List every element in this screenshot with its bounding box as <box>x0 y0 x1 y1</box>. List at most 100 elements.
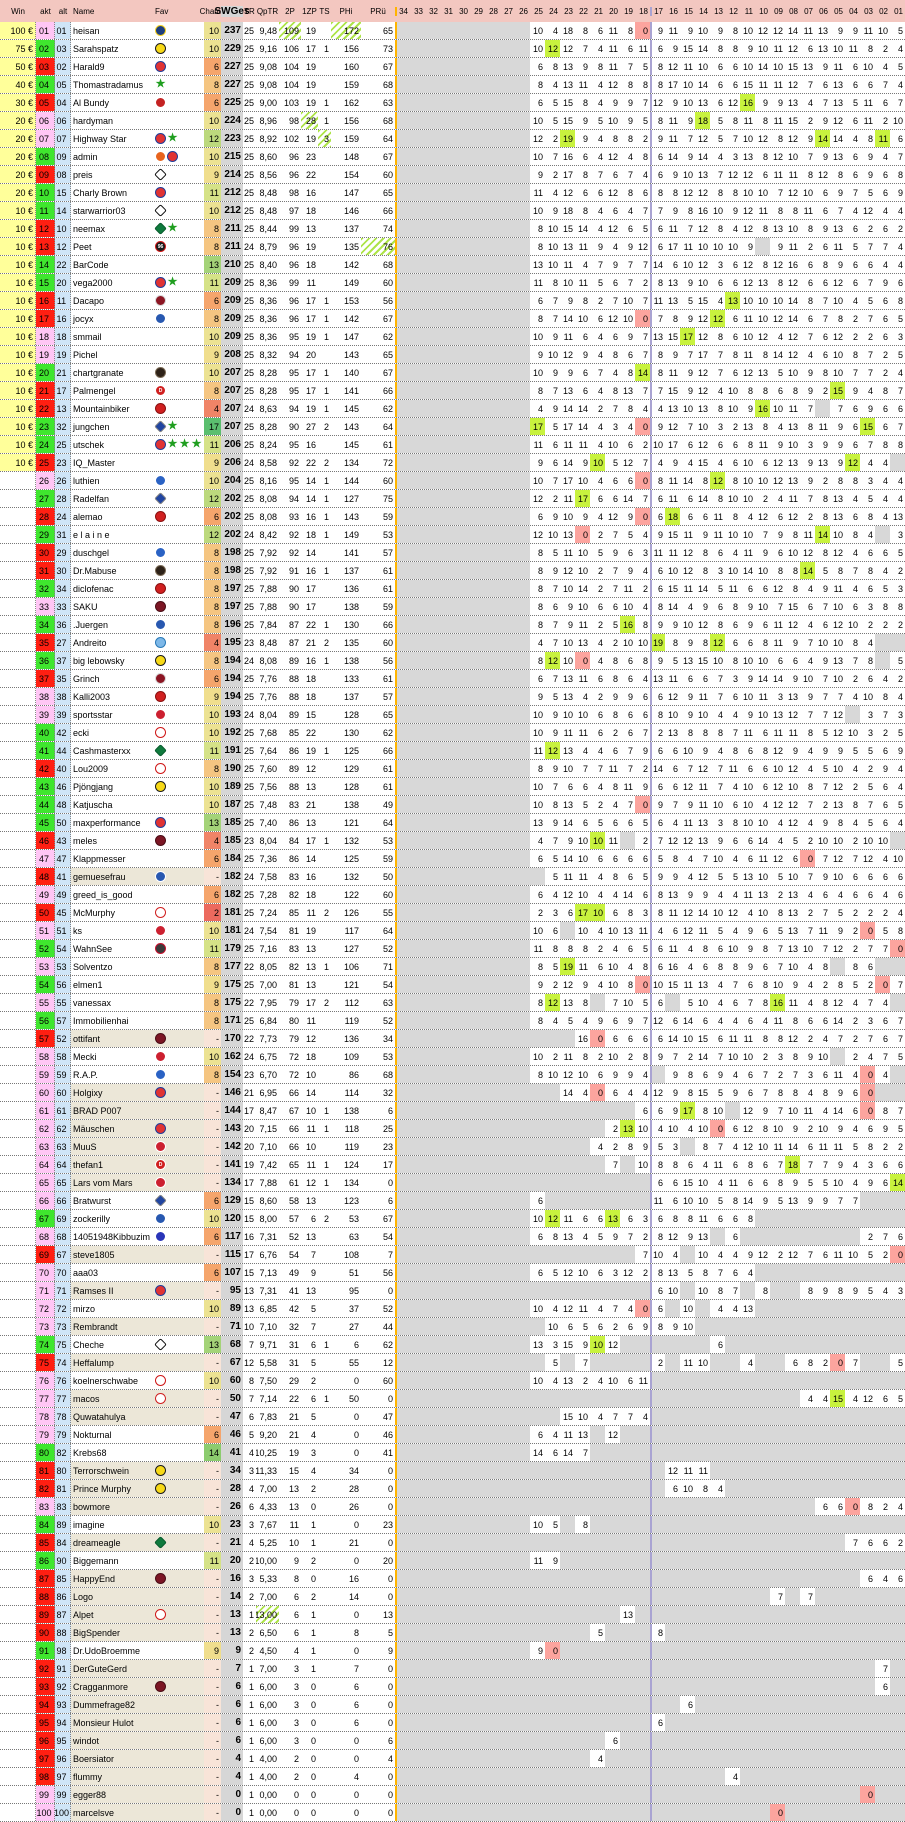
matchday-header[interactable]: 10 <box>755 6 770 16</box>
player-name[interactable]: sportsstar <box>73 709 113 720</box>
player-name[interactable]: .Juergen <box>73 619 109 630</box>
player-name[interactable]: Mountainbiker <box>73 403 130 414</box>
player-name[interactable]: alemao <box>73 511 103 522</box>
header-champ[interactable]: Champ <box>199 6 226 16</box>
player-name[interactable]: Charly Brown <box>73 187 128 198</box>
header-1zp[interactable]: 1ZP <box>302 6 317 16</box>
player-name[interactable]: mirzo <box>73 1303 95 1314</box>
player-name[interactable]: Highway Star <box>73 133 127 144</box>
player-name[interactable]: marcelsve <box>71 1804 153 1821</box>
header-akt[interactable]: akt <box>36 6 55 16</box>
header-prue[interactable]: PRü <box>370 6 386 16</box>
matchday-header[interactable]: 13 <box>710 6 725 16</box>
player-name[interactable]: Grinch <box>73 673 100 684</box>
header-phi[interactable]: PHi <box>339 6 353 16</box>
player-name[interactable]: Cheche <box>73 1339 105 1350</box>
player-name[interactable]: IQ_Master <box>73 457 116 468</box>
player-name[interactable]: Pjöngjang <box>73 781 114 792</box>
player-name[interactable]: BRAD P007 <box>71 1102 153 1119</box>
player-name[interactable]: Thomastradamus <box>73 79 144 90</box>
player-name[interactable]: Nokturnal <box>73 1429 112 1440</box>
player-name[interactable]: Logo <box>71 1588 153 1605</box>
matchday-header[interactable]: 15 <box>680 6 695 16</box>
matchday-header[interactable]: 27 <box>500 6 515 16</box>
player-name[interactable]: HappyEnd <box>71 1570 153 1587</box>
player-name[interactable]: greed_is_good <box>73 889 133 900</box>
player-name[interactable]: smmail <box>73 331 102 342</box>
player-name[interactable]: DerGuteGerd <box>71 1660 153 1677</box>
player-name[interactable]: starwarrior03 <box>73 205 126 216</box>
player-name[interactable]: Peet <box>73 241 92 252</box>
player-name[interactable]: dreameagle <box>71 1534 153 1551</box>
player-name[interactable]: windot <box>71 1732 153 1749</box>
player-name[interactable]: vega2000 <box>73 277 113 288</box>
player-name[interactable]: jungchen <box>73 421 110 432</box>
matchday-header[interactable]: 30 <box>455 6 470 16</box>
player-name[interactable]: Alpet <box>71 1606 153 1623</box>
matchday-header[interactable]: 28 <box>485 6 500 16</box>
player-name[interactable]: meles <box>73 835 98 846</box>
player-name[interactable]: Pichel <box>73 349 98 360</box>
matchday-header[interactable]: 16 <box>665 6 680 16</box>
header-alt[interactable]: alt <box>55 6 71 16</box>
header-2p[interactable]: 2P <box>285 6 295 16</box>
player-name[interactable]: Holgixy <box>71 1084 153 1101</box>
player-name[interactable]: Katjuscha <box>73 799 113 810</box>
matchday-header[interactable]: 07 <box>800 6 815 16</box>
player-name[interactable]: bowmore <box>71 1498 153 1515</box>
player-name[interactable]: Terrorschwein <box>71 1462 153 1479</box>
player-name[interactable]: heisan <box>73 25 100 36</box>
header-tr[interactable]: TR <box>244 6 255 16</box>
player-name[interactable]: Biggemann <box>73 1555 119 1566</box>
player-name[interactable]: Dacapo <box>73 295 105 306</box>
matchday-header[interactable]: 09 <box>770 6 785 16</box>
player-name[interactable]: diclofenac <box>73 583 114 594</box>
player-name[interactable]: maxperformance <box>73 817 141 828</box>
player-name[interactable]: gemuesefrau <box>71 868 153 885</box>
player-name[interactable]: Dr.UdoBroemme <box>73 1645 141 1656</box>
matchday-header[interactable]: 20 <box>605 6 620 16</box>
player-name[interactable]: WahnSee <box>73 943 113 954</box>
player-name[interactable]: elmen1 <box>73 979 103 990</box>
player-name[interactable]: Andreito <box>73 637 107 648</box>
player-name[interactable]: egger88 <box>71 1786 153 1803</box>
player-name[interactable]: 14051948Kibbuzim <box>73 1231 151 1242</box>
player-name[interactable]: Al Bundy <box>73 97 110 108</box>
matchday-header[interactable]: 11 <box>740 6 755 16</box>
matchday-header[interactable]: 33 <box>410 6 425 16</box>
header-qptr[interactable]: QpTR <box>256 6 279 16</box>
matchday-header[interactable]: 23 <box>560 6 575 16</box>
player-name[interactable]: BigSpender <box>71 1624 153 1641</box>
player-name[interactable]: Mäuschen <box>71 1120 153 1137</box>
matchday-header[interactable]: 22 <box>575 6 590 16</box>
player-name[interactable]: BarCode <box>73 259 109 270</box>
player-name[interactable]: jocyx <box>73 313 94 324</box>
player-name[interactable]: Dummefrage82 <box>71 1696 153 1713</box>
player-name[interactable]: aaa03 <box>73 1267 99 1278</box>
matchday-header[interactable]: 34 <box>395 6 410 16</box>
player-name[interactable]: Lou2009 <box>73 763 109 774</box>
player-name[interactable]: duschgel <box>73 547 110 558</box>
matchday-header[interactable]: 24 <box>545 6 560 16</box>
player-name[interactable]: utschek <box>73 439 105 450</box>
player-name[interactable]: luthien <box>73 475 100 486</box>
player-name[interactable]: admin <box>73 151 98 162</box>
player-name[interactable]: Boersiator <box>71 1750 153 1767</box>
player-name[interactable]: Dr.Mabuse <box>73 565 117 576</box>
player-name[interactable]: Krebs68 <box>73 1447 107 1458</box>
player-name[interactable]: chartgranate <box>73 367 124 378</box>
matchday-header[interactable]: 08 <box>785 6 800 16</box>
player-name[interactable]: Harald9 <box>73 61 105 72</box>
matchday-header[interactable]: 12 <box>725 6 740 16</box>
player-name[interactable]: Cragganmore <box>71 1678 153 1695</box>
player-name[interactable]: Palmengel <box>73 385 116 396</box>
matchday-header[interactable]: 01 <box>890 6 905 16</box>
matchday-header[interactable]: 05 <box>830 6 845 16</box>
player-name[interactable]: Klappmesser <box>73 853 126 864</box>
player-name[interactable]: Heffalump <box>71 1354 153 1371</box>
matchday-header[interactable]: 31 <box>440 6 455 16</box>
player-name[interactable]: steve1805 <box>71 1246 153 1263</box>
player-name[interactable]: ks <box>73 925 82 936</box>
player-name[interactable]: big lebowsky <box>73 655 125 666</box>
player-name[interactable]: Radelfan <box>73 493 110 504</box>
